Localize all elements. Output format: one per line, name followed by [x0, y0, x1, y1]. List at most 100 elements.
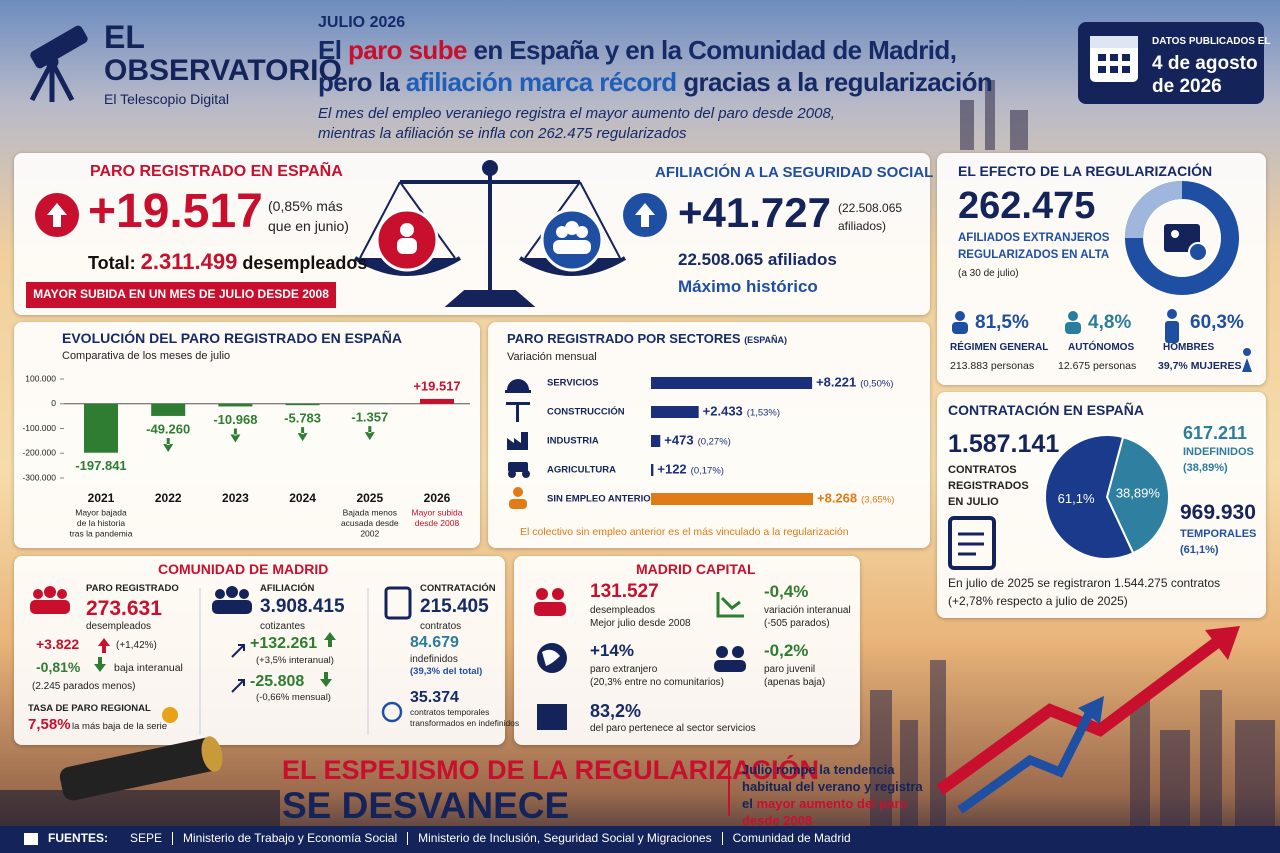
category-label: CONSTRUCCIÓN — [547, 406, 625, 418]
sector-icons-part — [507, 432, 528, 450]
value-label: +2.433 — [703, 403, 743, 418]
category-label: AGRICULTURA — [547, 465, 616, 476]
item-text: desempleados — [590, 605, 656, 616]
comunidad-icons-part — [381, 701, 403, 723]
indef-label: indefinidos — [410, 654, 458, 665]
comunidad-icons-part-part — [33, 589, 43, 599]
panel-sectores — [488, 322, 930, 548]
kpi-label: AFILIADOS EXTRANJEROS — [958, 232, 1110, 244]
kpi-note: que en junio) — [268, 218, 349, 234]
comunidad-icons-part — [98, 638, 110, 653]
bar — [651, 435, 661, 447]
item-value: +14% — [590, 641, 634, 660]
category-label: INDUSTRIA — [547, 436, 599, 447]
value-label: +473 — [664, 432, 693, 447]
conclusion-side: Julio rompe la tendencia habitual del ve… — [742, 762, 937, 830]
conv-label: transformados en indefinidos — [410, 718, 520, 728]
capital-icons-part — [714, 646, 746, 672]
sector-icons-part — [505, 390, 531, 393]
value-label: -49.260 — [146, 421, 190, 436]
banner: MAYOR SUBIDA EN UN MES DE JULIO DESDE 20… — [33, 287, 329, 301]
brand-name: EL — [104, 19, 145, 55]
comunidad-icons-part — [212, 586, 252, 614]
bar — [651, 493, 813, 505]
comunidad-icons-part — [94, 657, 106, 672]
bar — [651, 406, 699, 418]
rate-label: TASA DE PARO REGIONAL — [28, 703, 151, 714]
sector-icons-part — [516, 402, 519, 422]
kpi-value: 273.631 — [86, 597, 162, 620]
x-tick-label: 2021 — [88, 491, 115, 505]
donut-decoration — [1125, 181, 1239, 295]
kpi-label: EN JULIO — [948, 496, 999, 508]
sources-icon — [24, 832, 38, 845]
footnote: En julio de 2025 se registraron 1.544.27… — [948, 576, 1221, 590]
total-row: 22.508.065 afiliados — [678, 250, 837, 270]
up-arrow-icon-part — [635, 203, 655, 227]
sector-icons-part — [522, 470, 530, 478]
bar — [151, 403, 186, 416]
legend-label: INDEFINIDOS — [1183, 446, 1254, 458]
comunidad-icons-part-part — [226, 586, 238, 598]
category-label: SERVICIOS — [547, 378, 599, 389]
rate-value: 7,58% — [28, 716, 71, 733]
item-text: variación interanual — [764, 605, 851, 616]
background-skyline-part-part — [1010, 110, 1028, 150]
kpi-unit: cotizantes — [260, 621, 306, 632]
calendar-icon-part — [1098, 54, 1130, 73]
donut-decoration-part — [1125, 181, 1183, 239]
sources-list: SEPE Ministerio de Trabajo y Economía Soc… — [120, 831, 861, 846]
kpi-note: (0,85% más — [268, 198, 343, 214]
up-arrow-icon — [623, 193, 667, 237]
text-run: mayor aumento del paro desde 2008 — [742, 795, 908, 828]
text-run: gracias a la regularización — [676, 67, 993, 97]
kpi-unit: contratos — [420, 621, 462, 632]
capital-icons-part-part — [716, 646, 728, 658]
text-run: en España y en la Comunidad de Madrid, — [466, 35, 957, 65]
rate-note: la más baja de la serie — [72, 721, 168, 732]
stat-icons-part — [1167, 309, 1177, 319]
capital-icons-part-part — [732, 646, 744, 658]
subtitle: El mes del empleo veraniego registra el … — [318, 105, 835, 122]
stat-label: AUTÓNOMOS — [1068, 342, 1135, 353]
telescope-logo-part — [49, 60, 75, 102]
stat-value: 81,5% — [975, 312, 1029, 333]
comunidad-icons-part — [231, 644, 245, 658]
category-label: SIN EMPLEO ANTERIOR — [547, 494, 658, 505]
card-title: COMUNIDAD DE MADRID — [158, 561, 329, 577]
bottom-telescope — [59, 736, 223, 801]
comunidad-icons-part — [384, 586, 412, 620]
trend-arrows-part — [936, 635, 1224, 795]
stat-icons-part — [1242, 358, 1252, 372]
y-tick-label: -100.000 — [22, 423, 56, 433]
capital-icons-part-part — [552, 588, 564, 600]
brand-tagline: El Telescopio Digital — [104, 91, 230, 107]
item-text: paro juvenil — [764, 664, 816, 675]
comunidad-icons-part-part — [212, 600, 252, 614]
change-pct: (+1,42%) — [116, 640, 157, 651]
text-run: paro sube — [348, 35, 467, 65]
capital-icons-part — [534, 588, 566, 616]
kpi-value: 3.908.415 — [260, 596, 345, 617]
kpi-note: (22.508.065 — [838, 201, 903, 215]
kpi-label: PARO REGISTRADO — [86, 583, 179, 594]
kicker: JULIO 2026 — [318, 14, 406, 31]
card-title: CONTRATACIÓN EN ESPAÑA — [948, 402, 1144, 418]
date-label: DATOS PUBLICADOS EL — [1152, 36, 1271, 47]
value-label: -1.357 — [351, 410, 388, 425]
scale-icon-part — [400, 223, 414, 237]
kpi-label: REGULARIZADOS EN ALTA — [958, 249, 1110, 261]
slice-label: 38,89% — [1116, 486, 1161, 501]
capital-icons-part-part — [536, 588, 548, 600]
change-note: (+3,5% interanual) — [256, 655, 334, 666]
subtitle: mientras la afiliación se infla con 262.… — [318, 125, 687, 142]
card-title: AFILIACIÓN A LA SEGURIDAD SOCIAL — [655, 164, 934, 181]
kpi-label: CONTRATACIÓN — [420, 583, 496, 594]
brand-name: OBSERVATORIO — [104, 54, 342, 87]
stat-label: RÉGIMEN GENERAL — [950, 342, 1049, 353]
change: -25.808 — [250, 673, 305, 690]
legend-label: TEMPORALES — [1180, 528, 1257, 540]
kpi-label: CONTRATOS — [948, 464, 1017, 476]
sector-icons-part — [508, 470, 516, 478]
conclusion-line: EL ESPEJISMO DE LA REGULARIZACIÓN — [282, 755, 820, 785]
